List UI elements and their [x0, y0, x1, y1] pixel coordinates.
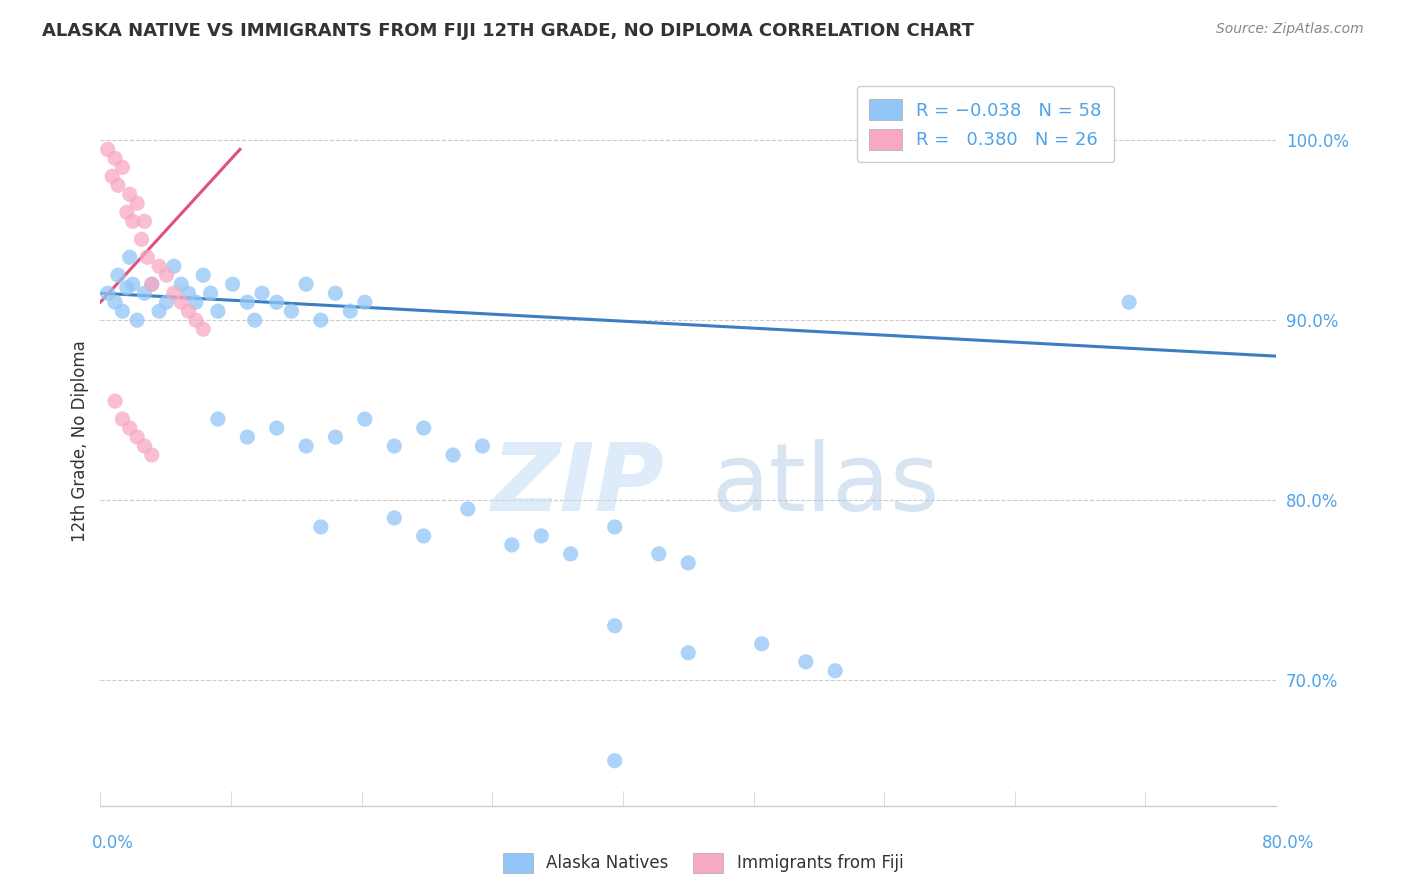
- Point: [295, 439, 318, 453]
- Point: [648, 547, 671, 561]
- Point: [200, 286, 222, 301]
- Point: [111, 304, 134, 318]
- Point: [184, 313, 207, 327]
- Point: [243, 313, 266, 327]
- Point: [309, 313, 332, 327]
- Point: [354, 412, 377, 426]
- Legend: Alaska Natives, Immigrants from Fiji: Alaska Natives, Immigrants from Fiji: [496, 847, 910, 880]
- Point: [115, 205, 138, 219]
- Point: [115, 281, 138, 295]
- Point: [207, 304, 229, 318]
- Point: [250, 286, 273, 301]
- Point: [193, 268, 215, 283]
- Point: [193, 322, 215, 336]
- Point: [501, 538, 523, 552]
- Point: [136, 250, 159, 264]
- Point: [141, 277, 163, 292]
- Point: [163, 259, 186, 273]
- Point: [824, 664, 846, 678]
- Point: [603, 754, 626, 768]
- Point: [1118, 295, 1140, 310]
- Point: [325, 430, 347, 444]
- Point: [127, 196, 149, 211]
- Point: [141, 277, 163, 292]
- Point: [134, 214, 156, 228]
- Text: atlas: atlas: [711, 439, 941, 532]
- Point: [134, 286, 156, 301]
- Point: [104, 152, 127, 166]
- Point: [104, 394, 127, 409]
- Text: 80.0%: 80.0%: [1263, 834, 1315, 852]
- Point: [131, 232, 153, 246]
- Point: [354, 295, 377, 310]
- Point: [325, 286, 347, 301]
- Point: [148, 259, 170, 273]
- Point: [412, 421, 434, 435]
- Point: [118, 250, 141, 264]
- Point: [441, 448, 464, 462]
- Point: [339, 304, 361, 318]
- Point: [127, 430, 149, 444]
- Point: [676, 646, 699, 660]
- Point: [236, 295, 259, 310]
- Point: [148, 304, 170, 318]
- Point: [134, 439, 156, 453]
- Point: [155, 295, 177, 310]
- Point: [97, 286, 120, 301]
- Point: [382, 439, 405, 453]
- Point: [177, 286, 200, 301]
- Point: [560, 547, 582, 561]
- Point: [412, 529, 434, 543]
- Point: [382, 511, 405, 525]
- Text: ALASKA NATIVE VS IMMIGRANTS FROM FIJI 12TH GRADE, NO DIPLOMA CORRELATION CHART: ALASKA NATIVE VS IMMIGRANTS FROM FIJI 12…: [42, 22, 974, 40]
- Point: [155, 268, 177, 283]
- Point: [127, 313, 149, 327]
- Point: [207, 412, 229, 426]
- Y-axis label: 12th Grade, No Diploma: 12th Grade, No Diploma: [72, 341, 89, 542]
- Point: [121, 214, 143, 228]
- Point: [107, 268, 129, 283]
- Point: [111, 161, 134, 175]
- Point: [170, 295, 193, 310]
- Point: [236, 430, 259, 444]
- Text: 0.0%: 0.0%: [91, 834, 134, 852]
- Point: [121, 277, 143, 292]
- Point: [177, 304, 200, 318]
- Point: [118, 421, 141, 435]
- Point: [280, 304, 302, 318]
- Point: [794, 655, 817, 669]
- Point: [266, 295, 288, 310]
- Point: [751, 637, 773, 651]
- Point: [104, 295, 127, 310]
- Point: [530, 529, 553, 543]
- Point: [97, 142, 120, 156]
- Point: [603, 619, 626, 633]
- Point: [295, 277, 318, 292]
- Point: [141, 448, 163, 462]
- Point: [471, 439, 494, 453]
- Point: [676, 556, 699, 570]
- Point: [221, 277, 243, 292]
- Text: ZIP: ZIP: [492, 439, 665, 532]
- Point: [170, 277, 193, 292]
- Point: [603, 520, 626, 534]
- Text: Source: ZipAtlas.com: Source: ZipAtlas.com: [1216, 22, 1364, 37]
- Point: [184, 295, 207, 310]
- Point: [101, 169, 124, 184]
- Point: [163, 286, 186, 301]
- Point: [107, 178, 129, 193]
- Point: [457, 502, 479, 516]
- Legend: R = −0.038   N = 58, R =   0.380   N = 26: R = −0.038 N = 58, R = 0.380 N = 26: [856, 87, 1114, 162]
- Point: [266, 421, 288, 435]
- Point: [309, 520, 332, 534]
- Point: [111, 412, 134, 426]
- Point: [118, 187, 141, 202]
